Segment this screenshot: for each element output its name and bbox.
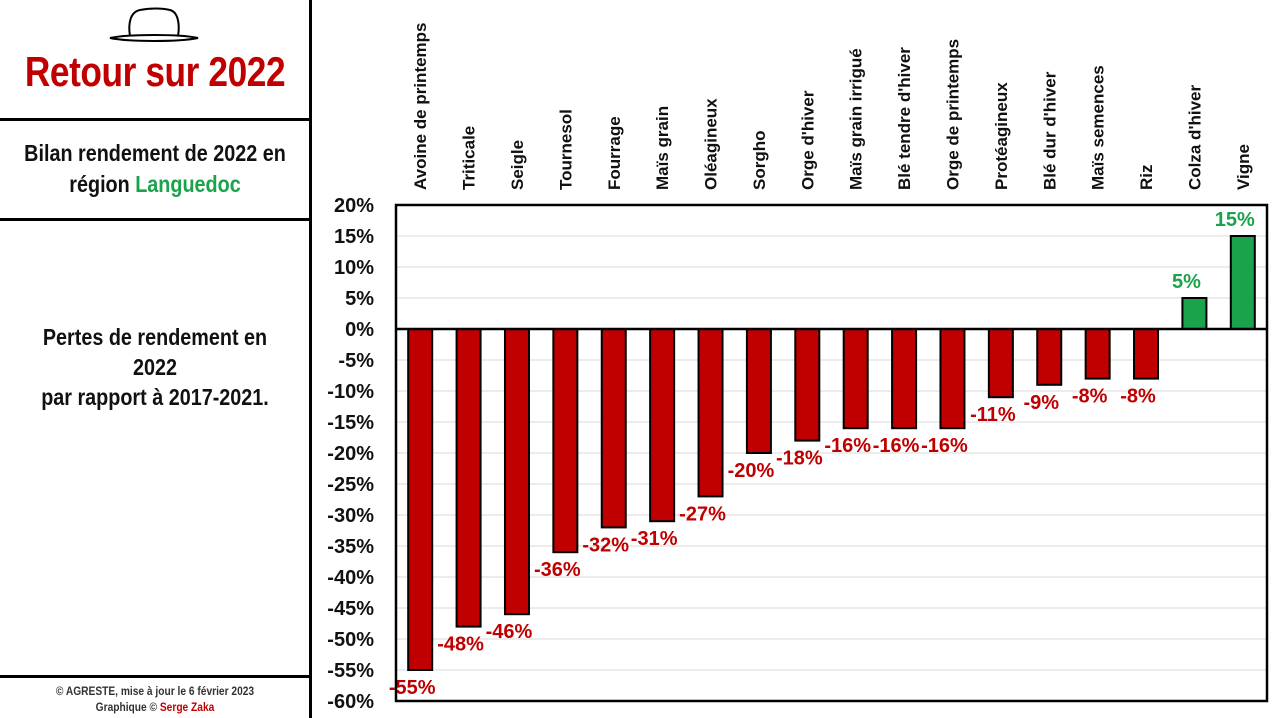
region-name: Languedoc: [135, 171, 241, 197]
y-tick-label: -30%: [327, 505, 374, 527]
y-tick-label: 15%: [334, 226, 374, 248]
data-label: -20%: [728, 460, 775, 482]
category-label: Maïs grain: [653, 106, 672, 190]
category-label: Blé tendre d'hiver: [895, 47, 914, 190]
bar: [1133, 328, 1160, 380]
divider: [0, 675, 310, 678]
category-label: Maïs semences: [1089, 65, 1108, 190]
y-tick-label: -25%: [327, 474, 374, 496]
subtitle-region-prefix: région: [69, 171, 136, 197]
subtitle-line1: Bilan rendement de 2022 en: [24, 140, 286, 166]
category-label: Tournesol: [556, 109, 575, 190]
page-title: Retour sur 2022: [24, 48, 286, 95]
data-label: 5%: [1172, 271, 1201, 293]
hat-icon: [109, 7, 199, 42]
category-label: Avoine de printemps: [411, 22, 430, 190]
category-label: Blé dur d'hiver: [1040, 71, 1059, 190]
category-label: Triticale: [460, 126, 479, 190]
bar: [649, 328, 676, 523]
bar: [891, 328, 918, 430]
category-label: Orge de printemps: [943, 39, 962, 190]
source-text: © AGRESTE, mise à jour le 6 février 2023: [55, 684, 255, 698]
bar: [455, 328, 482, 628]
data-label: -31%: [631, 528, 678, 550]
bar: [1181, 297, 1208, 330]
y-tick-label: 20%: [334, 195, 374, 217]
y-tick-label: -5%: [338, 350, 374, 372]
bar: [745, 328, 772, 454]
bar: [407, 328, 434, 671]
category-label: Colza d'hiver: [1185, 84, 1204, 190]
y-tick-label: -40%: [327, 567, 374, 589]
data-label: -16%: [873, 435, 920, 457]
bar: [600, 328, 627, 529]
bar: [842, 328, 869, 430]
data-label: -32%: [582, 534, 629, 556]
plot-frame: [394, 203, 1269, 703]
data-label: 15%: [1215, 209, 1255, 231]
data-label: -18%: [776, 448, 823, 470]
data-label: -48%: [437, 634, 484, 656]
data-label: -16%: [824, 435, 871, 457]
y-tick-label: -10%: [327, 381, 374, 403]
divider: [0, 218, 310, 221]
subtitle: Bilan rendement de 2022 en région Langue…: [22, 138, 289, 200]
data-label: -27%: [679, 503, 726, 525]
category-label: Protéagineux: [992, 82, 1011, 190]
bar: [503, 328, 530, 616]
category-label: Fourrage: [605, 116, 624, 190]
data-label: -8%: [1120, 386, 1156, 408]
bar: [794, 328, 821, 442]
chart-description: Pertes de rendement en 2022 par rapport …: [22, 322, 289, 412]
bar: [1036, 328, 1063, 386]
y-tick-label: -60%: [327, 691, 374, 713]
y-tick-label: -35%: [327, 536, 374, 558]
footer: © AGRESTE, mise à jour le 6 février 2023…: [23, 683, 287, 715]
bar: [1229, 235, 1256, 330]
data-label: -16%: [921, 435, 968, 457]
data-label: -36%: [534, 559, 581, 581]
y-tick-label: 0%: [345, 319, 374, 341]
description-line2: par rapport à 2017-2021.: [41, 384, 269, 410]
bar: [939, 328, 966, 430]
category-label: Seigle: [508, 140, 527, 190]
y-tick-label: -15%: [327, 412, 374, 434]
category-label: Sorgho: [750, 131, 769, 191]
y-tick-label: 5%: [345, 288, 374, 310]
category-label: Riz: [1137, 165, 1156, 191]
y-tick-label: -55%: [327, 660, 374, 682]
category-label: Orge d'hiver: [798, 90, 817, 190]
bar: [697, 328, 724, 498]
data-label: -9%: [1023, 392, 1059, 414]
credit-author: Serge Zaka: [159, 700, 215, 714]
credit-prefix: Graphique ©: [95, 700, 160, 714]
data-label: -11%: [970, 404, 1016, 426]
bar: [552, 328, 579, 554]
data-label: -46%: [486, 621, 533, 643]
sidebar: Retour sur 2022 Bilan rendement de 2022 …: [0, 0, 310, 718]
y-tick-label: -20%: [327, 443, 374, 465]
category-label: Maïs grain irrigué: [847, 48, 866, 190]
data-label: -8%: [1072, 386, 1108, 408]
y-tick-label: 10%: [334, 257, 374, 279]
y-tick-label: -45%: [327, 598, 374, 620]
bar: [987, 328, 1014, 399]
category-label: Oléagineux: [702, 98, 721, 190]
divider: [0, 118, 310, 121]
y-tick-label: -50%: [327, 629, 374, 651]
category-label: Vigne: [1234, 144, 1253, 190]
description-line1: Pertes de rendement en 2022: [42, 324, 268, 380]
data-label: -55%: [389, 677, 436, 699]
sidebar-divider: [309, 0, 312, 718]
bar: [1084, 328, 1111, 380]
